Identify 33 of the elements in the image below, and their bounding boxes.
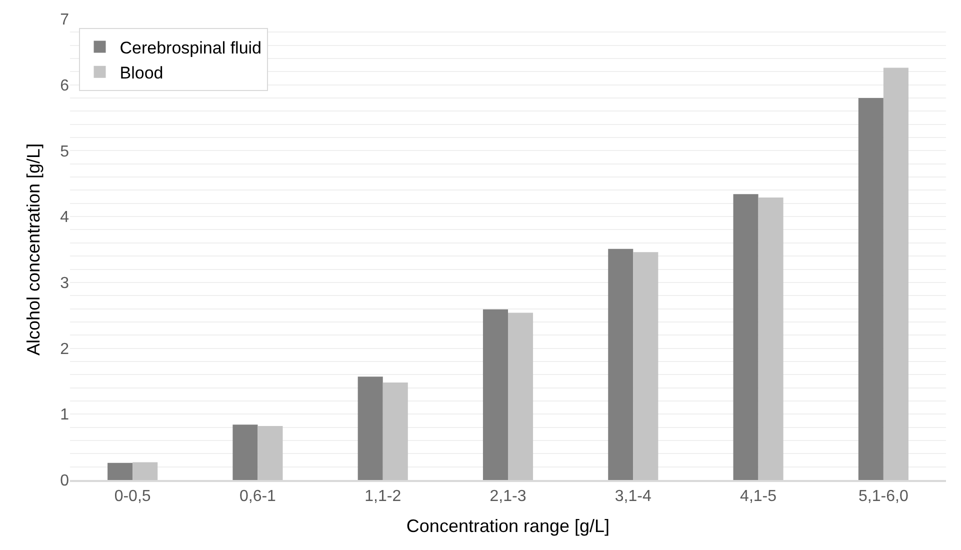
- y-tick-label: 0: [60, 472, 70, 490]
- x-tick-label: 1,1-2: [364, 488, 402, 506]
- x-tick-label: 0,6-1: [239, 488, 276, 506]
- y-tick-label: 4: [60, 209, 70, 226]
- x-tick-label: 4,1-5: [740, 488, 777, 506]
- x-tick-label: 5,1-6,0: [858, 488, 908, 506]
- y-tick-label: 2: [60, 340, 70, 358]
- x-tick-label: 2,1-3: [490, 488, 526, 506]
- bar: [508, 312, 534, 480]
- bar: [358, 376, 383, 480]
- y-axis-title: Alcohol concentration [g/L]: [23, 143, 44, 356]
- y-tick-label: 1: [60, 406, 70, 424]
- x-axis-title: Concentration range [g/L]: [406, 516, 610, 536]
- y-tick-label: 3: [60, 275, 70, 292]
- bar: [883, 68, 908, 480]
- bar: [132, 462, 158, 480]
- legend-label: Cerebrospinal fluid: [120, 38, 262, 58]
- bar: [633, 252, 658, 480]
- bar: [382, 382, 408, 480]
- bar: [258, 426, 283, 480]
- bar: [108, 462, 133, 480]
- bar: [758, 197, 784, 480]
- y-tick-label: 6: [60, 77, 70, 94]
- bar: [858, 98, 884, 480]
- bar: [482, 309, 508, 480]
- x-tick-label: 0-0,5: [114, 488, 151, 506]
- x-tick-label: 3,1-4: [614, 488, 652, 506]
- bar: [608, 248, 634, 480]
- bar: [733, 194, 758, 480]
- y-tick-label: 5: [60, 143, 70, 160]
- y-tick-label: 7: [60, 12, 70, 29]
- bar: [232, 424, 258, 480]
- legend-label: Blood: [120, 64, 164, 82]
